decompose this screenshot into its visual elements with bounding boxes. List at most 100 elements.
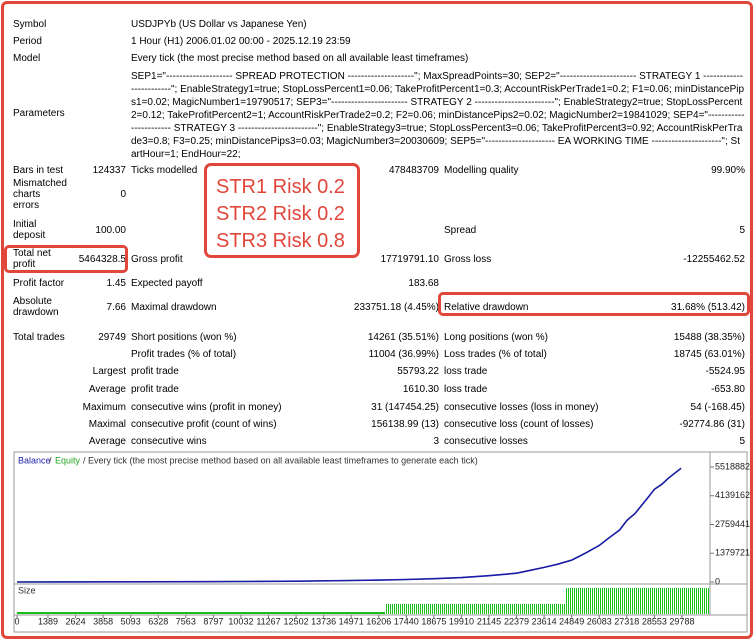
x-tick-label: 26083 [587,616,612,626]
y-tick-label: 5518882 [715,461,750,471]
x-tick-label: 2624 [66,616,86,626]
stat-value: 100.00 [95,224,126,236]
stat-value: 31 (147454.25) [371,401,439,413]
stat-value: -92774.86 (31) [679,418,745,430]
stat-value: 233751.18 (4.45%) [353,301,439,313]
stat-value: 5464328.5 [78,253,126,265]
stat-label: Bars in test [13,164,64,176]
x-tick-label: 28553 [642,616,667,626]
stat-label: consecutive wins [131,435,207,447]
x-tick-label: 10032 [228,616,253,626]
stat-label: Long positions (won %) [444,331,548,343]
stat-label: Total net profit [13,248,51,270]
stat-value: -12255462.52 [683,253,745,265]
x-tick-label: 6328 [148,616,168,626]
annotation-line: STR3 Risk 0.8 [216,230,345,252]
y-tick-label: 4139162 [715,490,750,500]
x-tick-label: 23614 [532,616,557,626]
stat-label: Initial deposit [13,219,46,241]
stat-value: 54 (-168.45) [690,401,745,413]
header-row: Parameters SEP1="-------------------- SPR… [0,66,754,160]
stat-label: profit trade [131,383,179,395]
x-tick-label: 14971 [339,616,364,626]
highlight-box [438,292,750,316]
stat-label: Total trades [13,331,65,343]
stats-row: Average profit trade 1610.30 loss trade -653… [0,380,754,398]
x-tick-label: 27318 [614,616,639,626]
stat-label: consecutive wins (profit in money) [131,401,282,413]
stats-row: Initial deposit 100.00 Spread 5 [0,216,754,244]
stat-value: 478483709 [388,164,439,176]
stat-label: Spread [444,224,477,236]
stat-value: Maximum [82,401,126,413]
stat-value: 124337 [92,164,126,176]
row-value: SEP1="-------------------- SPREAD PROTEC… [131,71,745,160]
stat-value: -5524.95 [705,365,745,377]
stats-row: Mismatched charts errors 0 [0,177,754,211]
row-label: Period [13,35,42,47]
stat-value: 17719791.10 [380,253,439,265]
legend-note: / Every tick (the most precise method ba… [83,455,478,465]
stat-value: 11004 (36.99%) [368,348,439,360]
row-label: Symbol [13,18,47,30]
stat-label: Relative drawdown [444,301,529,313]
stats-row: Bars in test 124337 Ticks modelled 47848370… [0,162,754,178]
x-tick-label: 17440 [394,616,419,626]
stats-row: Largest profit trade 55793.22 loss trade -55… [0,362,754,380]
y-tick-label: 2759441 [715,519,750,529]
stat-label: Absolute drawdown [13,296,59,318]
stat-label: consecutive losses [444,435,528,447]
stat-label: Expected payoff [131,277,203,289]
x-tick-label: 16206 [366,616,391,626]
stat-label: Loss trades (% of total) [444,348,547,360]
stat-value: Average [88,435,126,447]
stats-row: Profit trades (% of total) 11004 (36.99%)… [0,345,754,363]
stat-label: Gross loss [444,253,492,265]
series-line [16,467,682,583]
size-bars [385,604,565,614]
stat-label: Modelling quality [444,164,519,176]
row-value: USDJPYb (US Dollar vs Japanese Yen) [131,18,307,30]
stat-value: 14261 (35.51%) [367,331,439,343]
stat-value: 0 [120,188,126,200]
stats-row: Profit factor 1.45 Expected payoff 183.68 [0,274,754,292]
stat-value: 156138.99 (13) [371,418,439,430]
stat-label: loss trade [444,383,488,395]
highlight-box [4,245,128,273]
row-label: Parameters [13,107,65,119]
stat-label: Short positions (won %) [131,331,237,343]
stat-label: loss trade [444,365,488,377]
x-tick-label: 24849 [559,616,584,626]
stat-value: 18745 (63.01%) [673,348,745,360]
stat-value: Maximal [88,418,126,430]
row-label: Model [13,52,41,64]
size-label: Size [18,585,36,595]
header-row: Model Every tick (the most precise method… [0,50,754,66]
x-tick-label: 13736 [311,616,336,626]
x-tick-label: 22379 [504,616,529,626]
stat-value: 55793.22 [397,365,439,377]
annotation-line: STR2 Risk 0.2 [216,203,345,225]
stat-value: 31.68% (513.42) [671,301,745,313]
stat-label: consecutive loss (count of losses) [444,418,594,430]
stat-label: Profit factor [13,277,65,289]
stat-value: 183.68 [408,277,439,289]
stat-value: 5 [739,435,745,447]
x-tick-label: 29788 [669,616,694,626]
y-tick-label: 0 [715,576,720,586]
stat-label: Ticks modelled [131,164,198,176]
stats-row: Maximum consecutive wins (profit in money… [0,398,754,416]
stat-label: Mismatched charts errors [13,177,67,211]
stats-row: Absolute drawdown 7.66 Maximal drawdown 233… [0,294,754,320]
stats-row: Total trades 29749 Short positions (won %)… [0,328,754,346]
x-tick-label: 3858 [93,616,113,626]
stat-value: 5 [739,224,745,236]
row-value: Every tick (the most precise method base… [131,52,469,64]
stats-row: Average consecutive wins 3 consecutive loss… [0,432,754,450]
stat-value: 7.66 [106,301,126,313]
x-tick-label: 1389 [38,616,58,626]
x-tick-label: 5093 [121,616,141,626]
stats-row: Total net profit 5464328.5 Gross profit 177… [0,246,754,272]
